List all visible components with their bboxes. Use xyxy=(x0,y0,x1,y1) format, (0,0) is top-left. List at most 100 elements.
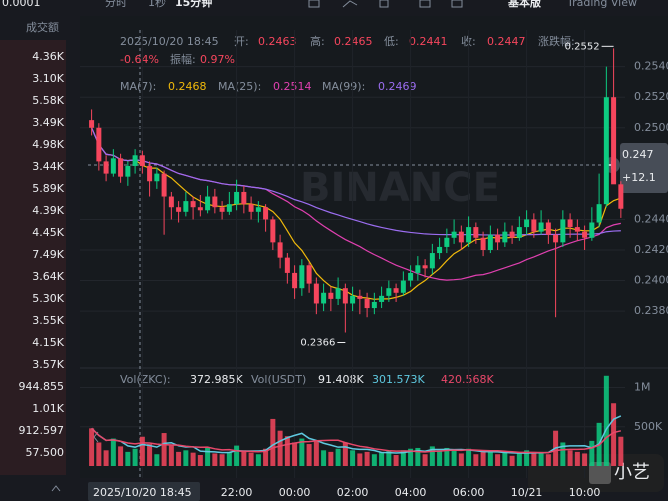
volume-bar xyxy=(205,447,211,466)
candle-body xyxy=(560,219,566,243)
candle-body xyxy=(183,201,189,212)
volume-bar xyxy=(342,442,348,466)
candle-body xyxy=(161,173,167,197)
candle-body xyxy=(248,204,254,212)
volume-bar xyxy=(168,445,174,466)
sidebar-value: 57.500 xyxy=(26,446,65,459)
volume-bar xyxy=(328,451,334,466)
volume-bar xyxy=(161,433,167,466)
candle-body xyxy=(603,97,609,205)
candle-body xyxy=(255,207,261,212)
annotation: 0.2366 xyxy=(300,338,335,349)
candle-body xyxy=(205,196,211,211)
volume-bar xyxy=(560,442,566,466)
volume-bar xyxy=(277,430,283,466)
volume-bar xyxy=(183,450,189,466)
tab[interactable]: 1秒 xyxy=(148,0,166,9)
crosshair-time-box xyxy=(88,482,200,501)
volume-bar xyxy=(480,451,486,466)
ma-line xyxy=(91,127,622,300)
sidebar-header: 成交额 xyxy=(26,20,59,34)
candle-body xyxy=(132,155,138,166)
candle-body xyxy=(574,227,580,232)
volume-bar xyxy=(335,448,341,466)
version-tab[interactable]: 基本版 xyxy=(507,0,541,9)
volume-bar xyxy=(284,436,290,466)
sidebar-value: 3.55K xyxy=(32,314,64,327)
volume-bar xyxy=(458,453,464,466)
candle-body xyxy=(190,201,196,208)
info-text: MA(7): xyxy=(120,80,156,93)
tradingview-tab[interactable]: Trading View xyxy=(566,0,637,9)
info-text: 372.985K xyxy=(190,373,243,386)
candle-body xyxy=(103,161,109,174)
candle-body xyxy=(176,207,182,212)
candle-body xyxy=(415,265,421,273)
volume-bar xyxy=(292,442,298,466)
candle-body xyxy=(495,234,501,243)
candle-body xyxy=(408,272,414,281)
candle-body xyxy=(509,231,515,238)
price-tag xyxy=(620,143,668,193)
candle-body xyxy=(342,288,348,304)
volume-bar xyxy=(132,448,138,466)
volume-tick-label: 1M xyxy=(634,381,651,394)
candle-body xyxy=(364,298,370,309)
candle-body xyxy=(154,173,160,182)
volume-bar xyxy=(255,454,261,466)
sidebar-value: 4.45K xyxy=(32,226,64,239)
sidebar-value: 4.36K xyxy=(32,50,64,63)
candle-body xyxy=(306,265,312,284)
candle-body xyxy=(582,231,588,238)
candle-body xyxy=(567,219,573,228)
watermark: BINANCE xyxy=(300,165,500,211)
x-tick-label: 02:00 xyxy=(337,486,369,499)
info-text: 0.2463 xyxy=(258,35,297,48)
candle-body xyxy=(212,196,218,208)
tab[interactable]: 分时 xyxy=(105,0,127,9)
candle-body xyxy=(371,301,377,309)
volume-bar xyxy=(524,450,530,466)
volume-bar xyxy=(429,446,435,466)
volume-bar xyxy=(270,418,276,466)
x-tick-label: 04:00 xyxy=(395,486,427,499)
volume-bar xyxy=(574,451,580,466)
toolbar-icons xyxy=(308,0,463,8)
volume-bar xyxy=(408,448,414,466)
candle-body xyxy=(531,219,537,232)
candle-body xyxy=(400,280,406,293)
candle-body xyxy=(263,207,269,220)
candle-body xyxy=(241,191,247,205)
candle-body xyxy=(277,242,283,258)
volume-bar xyxy=(582,453,588,466)
sidebar-bg xyxy=(0,40,66,475)
x-tick-label: 22:00 xyxy=(221,486,253,499)
volume-bar xyxy=(147,444,153,466)
volume-bar xyxy=(154,454,160,466)
volume-bar xyxy=(96,442,102,466)
volume-bar xyxy=(415,447,421,466)
candle-body xyxy=(502,231,508,243)
sidebar-value: 5.89K xyxy=(32,182,64,195)
candle-body xyxy=(589,222,595,238)
volume-bar xyxy=(219,454,225,466)
candle-body xyxy=(328,292,334,299)
volume-bar xyxy=(611,403,617,466)
info-text: 低: xyxy=(384,35,399,48)
info-text: 0.97% xyxy=(200,53,235,66)
volume-bar xyxy=(364,451,370,466)
sidebar-value: 7.49K xyxy=(32,248,64,261)
candle-body xyxy=(611,97,617,185)
info-text: 0.2441 xyxy=(409,35,448,48)
candle-body xyxy=(118,158,124,177)
candle-body xyxy=(473,227,479,238)
volume-bar xyxy=(400,450,406,466)
volume-bar xyxy=(422,454,428,466)
candle-body xyxy=(292,272,298,289)
tab[interactable]: 15分钟 xyxy=(175,0,212,9)
volume-bar xyxy=(176,451,182,466)
collapse-icon[interactable] xyxy=(51,485,61,492)
